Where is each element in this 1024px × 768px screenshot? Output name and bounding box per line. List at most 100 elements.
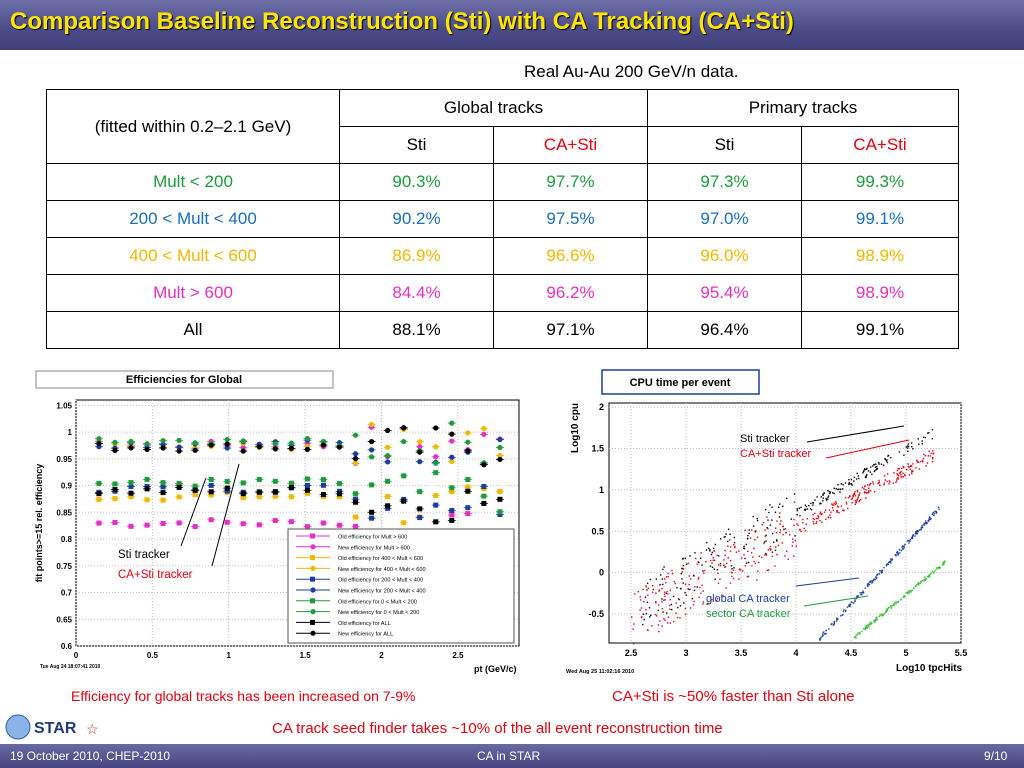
data-point: [928, 432, 930, 434]
data-point: [820, 496, 822, 498]
data-point: [368, 438, 375, 445]
data-point: [666, 590, 668, 593]
data-point: [756, 536, 759, 538]
data-point: [829, 492, 831, 495]
data-point: [661, 578, 664, 580]
data-point: [756, 519, 759, 522]
y-tick-label: 1: [599, 485, 604, 495]
legend-marker: [310, 533, 315, 539]
data-point: [915, 467, 917, 469]
data-point: [718, 555, 720, 557]
data-point: [832, 509, 835, 512]
legend-label: Old efficiency for 400 < Mult < 600: [338, 556, 423, 562]
data-point: [725, 587, 727, 589]
data-point: [903, 547, 905, 549]
data-point: [899, 552, 901, 554]
data-point: [717, 564, 720, 566]
data-point: [640, 616, 643, 618]
data-point: [915, 533, 918, 535]
data-point: [703, 569, 706, 572]
data-point: [827, 496, 829, 499]
data-point: [806, 518, 809, 520]
data-point: [923, 578, 925, 581]
data-point: [659, 583, 662, 586]
data-point: [803, 527, 805, 530]
data-point: [846, 606, 849, 608]
data-point: [674, 582, 676, 585]
data-point: [864, 587, 866, 589]
data-point: [762, 521, 765, 524]
data-point: [744, 565, 746, 567]
data-point: [870, 580, 872, 582]
data-point: [719, 564, 722, 567]
data-point: [256, 476, 262, 482]
data-point: [810, 502, 812, 505]
data-point: [497, 509, 503, 515]
data-point: [747, 561, 750, 564]
data-point: [882, 464, 885, 466]
data-point: [224, 519, 230, 525]
data-point: [684, 607, 687, 610]
data-point: [841, 614, 844, 616]
data-point: [765, 553, 767, 555]
data-point: [747, 575, 750, 577]
data-point: [900, 549, 903, 552]
data-point: [669, 589, 672, 592]
data-point: [854, 503, 857, 506]
data-point: [758, 555, 761, 557]
data-point: [870, 623, 872, 625]
data-point: [912, 448, 914, 450]
data-point: [385, 478, 391, 484]
data-point: [417, 439, 423, 445]
data-point: [849, 604, 851, 606]
data-point: [192, 492, 198, 498]
data-point: [907, 445, 910, 448]
data-point: [860, 498, 862, 501]
data-point: [868, 623, 871, 625]
data-point: [869, 622, 871, 624]
data-point: [781, 542, 784, 544]
data-point: [920, 527, 923, 529]
data-point: [928, 518, 930, 521]
data-point: [880, 571, 883, 573]
data-point: [916, 531, 918, 533]
data-point: [921, 443, 924, 445]
data-point: [730, 565, 733, 567]
table-cell: 99.3%: [801, 163, 959, 201]
data-point: [634, 593, 636, 595]
data-point: [931, 428, 934, 431]
data-point: [744, 557, 746, 560]
data-point: [337, 494, 343, 500]
data-point: [938, 566, 941, 568]
data-point: [368, 454, 375, 460]
data-point: [417, 449, 423, 455]
data-point: [648, 607, 651, 609]
data-point: [861, 593, 863, 596]
data-point: [723, 536, 725, 538]
data-point: [767, 527, 769, 530]
data-point: [663, 566, 665, 568]
table-cell: 97.1%: [493, 311, 648, 349]
table-cell: 84.4%: [339, 274, 494, 312]
data-point: [208, 517, 214, 523]
data-point: [916, 532, 919, 535]
data-point: [874, 469, 876, 472]
data-point: [481, 425, 487, 432]
data-point: [709, 559, 712, 562]
data-point: [838, 488, 840, 490]
data-point: [902, 465, 905, 468]
table-cell: 96.2%: [493, 274, 648, 312]
data-point: [914, 532, 917, 534]
data-point: [640, 607, 643, 609]
star-logo-svg: STAR ☆: [5, 714, 99, 740]
data-point: [747, 550, 749, 552]
data-point: [813, 518, 816, 521]
data-point: [724, 554, 726, 556]
cpu-grid: [609, 403, 962, 643]
star-logo: STAR ☆: [4, 712, 104, 742]
efficiency-timestamp: Tue Aug 24 18:07:41 2010: [40, 664, 101, 670]
data-point: [775, 531, 778, 534]
legend-label: New efficiency for Mult > 600: [338, 545, 410, 551]
data-point: [850, 483, 852, 485]
data-point: [692, 604, 695, 606]
